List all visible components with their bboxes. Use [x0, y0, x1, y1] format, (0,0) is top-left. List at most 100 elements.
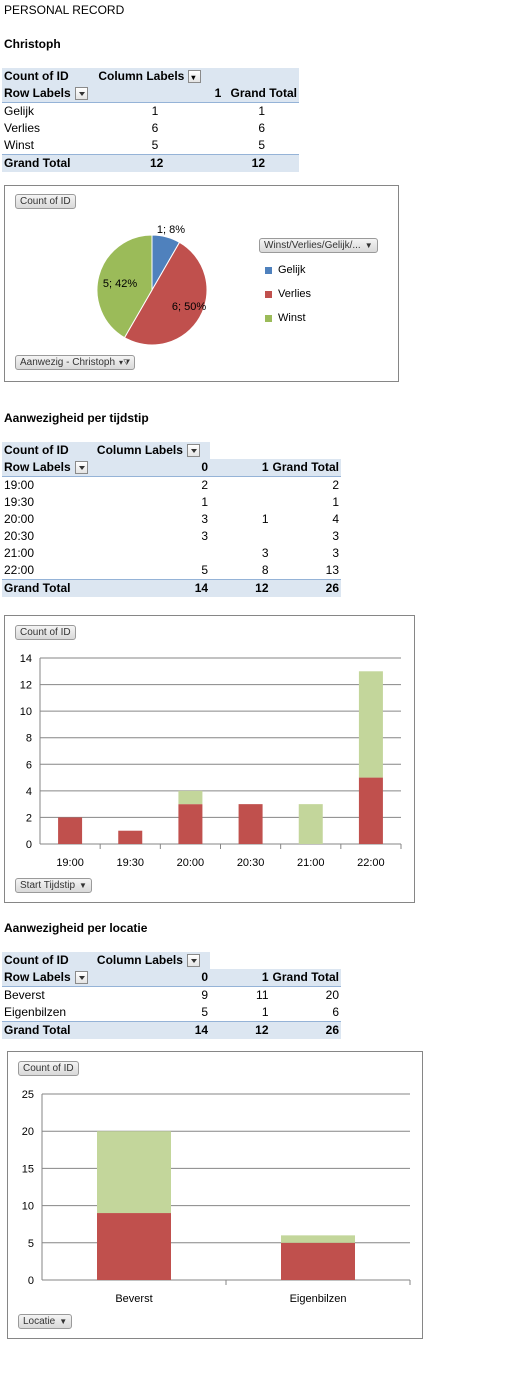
- row-filter-icon[interactable]: [74, 461, 88, 475]
- y-tick-label: 2: [26, 812, 32, 824]
- field-button-count-of-id[interactable]: Count of ID: [18, 1061, 79, 1076]
- row-labels-header[interactable]: Row Labels: [2, 969, 95, 987]
- grand-total-row[interactable]: Grand Total 14 12 26: [2, 1021, 341, 1039]
- legend-field-label: Winst/Verlies/Gelijk/...: [264, 240, 361, 251]
- bar-segment[interactable]: [97, 1213, 171, 1280]
- legend-swatch: [265, 314, 272, 322]
- bar-segment[interactable]: [358, 777, 383, 844]
- axis-field-button[interactable]: Locatie ▼: [18, 1314, 73, 1329]
- chevron-down-icon: ▼: [79, 881, 87, 890]
- y-tick-label: 0: [26, 839, 32, 851]
- grand-total-row[interactable]: Grand Total 12 12: [2, 154, 299, 172]
- column-header-1: 1: [210, 459, 271, 477]
- column-labels-header[interactable]: Column Labels: [94, 952, 211, 969]
- section-heading-christoph: Christoph: [4, 37, 61, 51]
- bar-segment[interactable]: [178, 804, 203, 844]
- column-filter-icon[interactable]: [188, 69, 202, 86]
- bar-segment[interactable]: [118, 830, 143, 844]
- cell-value: 1: [201, 495, 209, 509]
- y-tick-label: 5: [28, 1238, 34, 1250]
- cell-value: 20: [325, 988, 339, 1002]
- grand-total-col0: 14: [94, 1021, 211, 1039]
- bar-segment[interactable]: [281, 1235, 355, 1243]
- cell-value: [210, 528, 270, 545]
- section-heading-locatie: Aanwezigheid per locatie: [4, 921, 148, 935]
- cell-value: 1: [151, 104, 159, 118]
- column-labels-text: Column Labels: [98, 69, 185, 83]
- grand-total-col1: 12: [210, 1021, 271, 1039]
- cell-value: 1: [261, 512, 269, 526]
- x-tick-label: 22:00: [357, 857, 385, 869]
- table-row[interactable]: 22:00 5 8 13: [2, 562, 341, 580]
- grand-total-total: 12: [223, 154, 299, 172]
- cell-value: 5: [201, 1005, 209, 1019]
- table-row[interactable]: 21:00 3 3: [2, 545, 341, 562]
- cell-value: 5: [151, 138, 159, 152]
- cell-value: 3: [201, 512, 209, 526]
- row-label: 22:00: [4, 563, 35, 577]
- grand-total-total: 26: [270, 1021, 341, 1039]
- report-filter-button[interactable]: Aanwezig - Christoph ▾⧩: [15, 355, 136, 370]
- row-filter-icon[interactable]: [74, 87, 88, 101]
- x-tick-label: 21:00: [297, 857, 325, 869]
- bar-segment[interactable]: [97, 1131, 171, 1214]
- table-row[interactable]: 19:30 1 1: [2, 494, 341, 511]
- column-filter-icon[interactable]: [186, 444, 200, 458]
- table-row[interactable]: 19:00 2 2: [2, 477, 341, 495]
- table-row[interactable]: Beverst 9 11 20: [2, 987, 341, 1005]
- grand-total-total: 26: [270, 579, 341, 597]
- legend-label: Winst: [278, 312, 306, 324]
- pie-slice-winst[interactable]: [96, 234, 153, 339]
- axis-field-button[interactable]: Start Tijdstip ▼: [15, 878, 92, 893]
- y-tick-label: 10: [22, 1201, 34, 1213]
- cell-value: 3: [201, 529, 209, 543]
- filter-icon: ▾⧩: [119, 358, 131, 367]
- pivot-header-blank: [210, 442, 271, 459]
- bar-segment[interactable]: [178, 790, 203, 805]
- bar-segment[interactable]: [358, 671, 383, 778]
- table-row[interactable]: Eigenbilzen 5 1 6: [2, 1004, 341, 1022]
- bar-segment[interactable]: [58, 817, 83, 844]
- pivot-table-tijdstip: Count of ID Column Labels Row Labels 0 1…: [2, 442, 341, 597]
- field-button-count-of-id[interactable]: Count of ID: [15, 625, 76, 640]
- bar-chart-locatie[interactable]: Count of ID 0 5 10 15 20 25 Beverst Eigenbilzen…: [7, 1051, 423, 1339]
- row-label: 20:00: [4, 512, 35, 526]
- pie-slice-verlies[interactable]: [123, 241, 208, 346]
- bar-segment[interactable]: [281, 1242, 355, 1280]
- legend-item-gelijk: Gelijk: [265, 264, 306, 276]
- row-label: Gelijk: [4, 104, 35, 118]
- table-row[interactable]: 20:30 3 3: [2, 528, 341, 545]
- pivot-header-blank: [270, 442, 341, 459]
- row-label: Eigenbilzen: [4, 1005, 67, 1019]
- pie-chart-christoph[interactable]: Count of ID 1; 8% 6; 50% 5; 42% Winst/Verl…: [4, 185, 399, 382]
- pie-data-label: 5; 42%: [103, 278, 137, 290]
- column-filter-icon[interactable]: [186, 954, 200, 968]
- x-tick-label: Eigenbilzen: [290, 1293, 347, 1305]
- row-filter-icon[interactable]: [74, 971, 88, 985]
- grand-total-row[interactable]: Grand Total 14 12 26: [2, 579, 341, 597]
- pie-svg: 1; 8% 6; 50% 5; 42%: [96, 224, 208, 346]
- field-button-count-of-id[interactable]: Count of ID: [15, 194, 76, 209]
- table-row[interactable]: 20:00 3 1 4: [2, 511, 341, 528]
- row-labels-text: Row Labels: [4, 970, 71, 984]
- row-labels-header[interactable]: Row Labels: [2, 459, 95, 477]
- cell-value: 1: [332, 495, 339, 509]
- row-labels-header[interactable]: Row Labels: [2, 85, 97, 103]
- bar-segment[interactable]: [298, 804, 323, 844]
- table-row[interactable]: Winst 5 5: [2, 137, 299, 155]
- column-labels-header[interactable]: Column Labels: [96, 68, 224, 86]
- bar-segment[interactable]: [238, 804, 263, 844]
- pivot-header-blank: [270, 952, 341, 969]
- table-row[interactable]: Gelijk 1 1: [2, 103, 299, 121]
- bar-chart-tijdstip[interactable]: Count of ID 0 2 4 6 8 10 12 14 19:00 19:30 20:00 20…: [4, 615, 415, 903]
- legend-field-button[interactable]: Winst/Verlies/Gelijk/... ▼: [259, 238, 378, 253]
- grand-total-label: Grand Total: [2, 1021, 95, 1039]
- cell-value: 2: [332, 478, 339, 492]
- legend-swatch: [265, 266, 272, 274]
- column-value-header: 1: [96, 85, 224, 103]
- table-row[interactable]: Verlies 6 6: [2, 120, 299, 137]
- y-tick-label: 15: [22, 1163, 34, 1175]
- bar-chart-svg: 0 5 10 15 20 25 Beverst Eigenbilzen: [22, 1089, 411, 1305]
- column-labels-header[interactable]: Column Labels: [94, 442, 211, 459]
- cell-value: 8: [261, 563, 269, 577]
